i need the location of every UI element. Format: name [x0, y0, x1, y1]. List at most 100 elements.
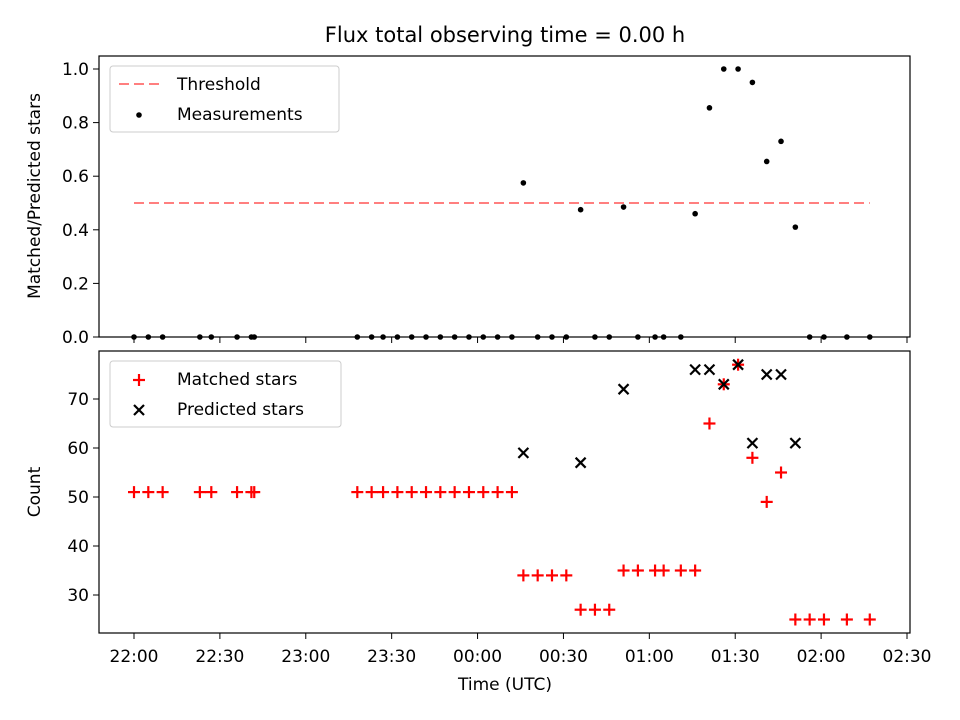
top-legend: Threshold Measurements: [109, 65, 340, 133]
matched-star-point: [477, 486, 490, 499]
y-tick-label: 0.6: [62, 167, 89, 187]
matched-star-point: [462, 486, 475, 499]
matched-star-point: [689, 564, 702, 577]
matched-star-point: [351, 486, 364, 499]
matched-star-point: [703, 417, 716, 430]
matched-star-point: [817, 613, 830, 626]
bottom-legend-box: [109, 360, 342, 428]
legend-predicted-label: Predicted stars: [177, 400, 304, 420]
measurement-point: [620, 204, 627, 210]
x-tick-label: 01:30: [711, 647, 760, 667]
legend-measurements-label: Measurements: [177, 105, 303, 125]
y-tick-label: 50: [67, 488, 89, 508]
x-tick-label: 00:00: [453, 647, 502, 667]
matched-star-point: [775, 466, 788, 479]
measurement-point: [778, 138, 784, 145]
top-legend-box: [109, 65, 340, 133]
y-tick-label: 0.0: [62, 328, 89, 348]
x-tick-label: 22:30: [195, 647, 244, 667]
x-tick-label: 00:30: [539, 647, 588, 667]
measurement-point: [706, 105, 713, 111]
matched-star-point: [560, 569, 573, 582]
matched-star-point: [420, 486, 433, 499]
bottom-y-ticks: 30 40 50 60 70: [67, 390, 99, 606]
matched-star-point: [657, 564, 670, 577]
matched-star-point: [574, 603, 587, 616]
matched-star-point: [746, 451, 759, 464]
matched-star-point: [760, 495, 773, 508]
matched-star-point: [803, 613, 816, 626]
predicted-star-point: [517, 447, 530, 459]
matched-star-point: [617, 564, 630, 577]
top-y-axis-label: Matched/Predicted stars: [25, 93, 45, 299]
predicted-star-point: [689, 363, 701, 376]
matched-star-point: [631, 564, 644, 577]
x-tick-label: 23:30: [367, 647, 416, 667]
measurement-point: [520, 180, 527, 186]
x-tick-label: 02:30: [883, 647, 932, 667]
matched-star-point: [789, 613, 802, 626]
predicted-star-point: [760, 368, 773, 381]
matched-star-point: [588, 603, 601, 616]
legend-matched-label: Matched stars: [177, 370, 297, 390]
predicted-star-point: [746, 437, 759, 449]
x-axis-label: Time (UTC): [457, 675, 552, 695]
predicted-star-point: [574, 456, 587, 469]
bottom-legend: Matched stars Predicted stars: [109, 360, 342, 428]
matched-star-point: [391, 486, 404, 499]
measurement-point: [692, 210, 698, 217]
predicted-star-point: [703, 363, 716, 376]
matched-star-point: [674, 564, 687, 577]
count-points: [128, 358, 876, 626]
matched-star-point: [531, 569, 544, 582]
x-tick-label: 02:00: [797, 647, 846, 667]
legend-measurements-swatch: [136, 112, 142, 118]
matched-star-point: [603, 603, 616, 616]
legend-threshold-label: Threshold: [176, 75, 261, 95]
measurement-point: [792, 224, 799, 230]
bottom-y-axis-label: Count: [25, 466, 45, 517]
matched-star-point: [434, 486, 447, 499]
top-x-ticks: [133, 337, 908, 343]
matched-star-point: [505, 486, 518, 499]
matched-star-point: [545, 569, 558, 582]
bottom-plot-frame: [98, 350, 911, 634]
y-tick-label: 0.8: [62, 114, 89, 134]
matched-star-point: [405, 486, 418, 499]
matched-star-point: [491, 486, 504, 499]
x-tick-label: 01:00: [625, 647, 674, 667]
top-plot-frame: [98, 55, 911, 338]
bottom-x-ticks: 22:00 22:30 23:00 23:30 00:00 00:30 01:00 01:30…: [110, 633, 932, 667]
matched-star-point: [517, 569, 530, 582]
y-tick-label: 30: [67, 586, 89, 606]
matched-star-point: [840, 613, 853, 626]
predicted-star-point: [789, 437, 802, 449]
measurement-point: [763, 158, 770, 165]
x-tick-label: 22:00: [110, 647, 159, 667]
top-y-ticks: 0.0 0.2 0.4 0.6 0.8 1.0: [62, 60, 99, 348]
legend-predicted-swatch: [133, 404, 145, 416]
predicted-star-point: [717, 378, 730, 391]
measurement-point: [749, 79, 756, 86]
matched-star-point: [248, 486, 261, 499]
matched-star-point: [128, 486, 140, 499]
y-tick-label: 60: [67, 439, 89, 459]
predicted-star-point: [732, 358, 744, 371]
legend-matched-swatch: [133, 374, 145, 386]
matched-star-point: [448, 486, 461, 499]
x-tick-label: 23:00: [281, 647, 330, 667]
matched-star-point: [205, 486, 218, 499]
matched-star-point: [142, 486, 155, 499]
matched-star-point: [193, 486, 206, 499]
predicted-star-point: [617, 383, 630, 395]
y-tick-label: 1.0: [62, 60, 89, 80]
matched-star-point: [863, 613, 876, 626]
y-tick-label: 0.4: [62, 221, 89, 241]
chart-title: Flux total observing time = 0.00 h: [325, 23, 685, 47]
y-tick-label: 70: [67, 390, 89, 410]
matched-star-point: [156, 486, 169, 499]
y-tick-label: 40: [67, 537, 89, 557]
measurement-point: [735, 66, 741, 72]
measurement-point: [720, 66, 727, 72]
